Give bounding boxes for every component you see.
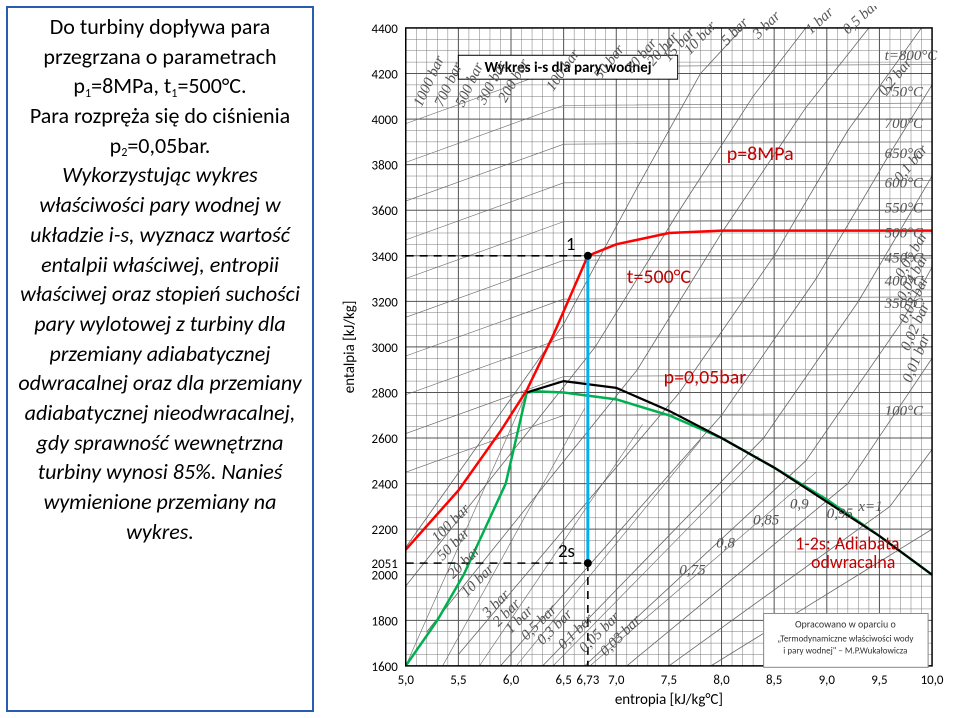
svg-text:3800: 3800 xyxy=(372,159,399,174)
svg-text:8,0: 8,0 xyxy=(713,673,730,688)
svg-text:p=0,05bar: p=0,05bar xyxy=(664,365,747,389)
svg-text:400°C: 400°C xyxy=(885,273,924,289)
svg-text:0,8: 0,8 xyxy=(716,535,735,551)
svg-text:450°C: 450°C xyxy=(885,251,924,267)
svg-text:2s: 2s xyxy=(558,540,575,563)
problem-line3: Wykorzystując wykres właściwości pary wo… xyxy=(18,161,301,544)
svg-text:8,5: 8,5 xyxy=(766,673,782,688)
svg-text:7,5: 7,5 xyxy=(661,673,677,688)
svg-text:9,5: 9,5 xyxy=(871,673,887,688)
svg-text:Opracowano w oparciu o: Opracowano w oparciu o xyxy=(795,618,896,630)
svg-text:6,0: 6,0 xyxy=(503,673,520,688)
p2-value: =0,05bar. xyxy=(127,132,210,159)
svg-text:700°C: 700°C xyxy=(885,116,924,132)
p2-sub: 2 xyxy=(121,145,127,160)
svg-text:2800: 2800 xyxy=(372,386,399,401)
svg-text:350°C: 350°C xyxy=(884,296,924,312)
p1-label: p xyxy=(73,72,85,99)
svg-text:3000: 3000 xyxy=(372,341,399,356)
svg-text:entalpia [kJ/kg]: entalpia [kJ/kg] xyxy=(341,301,359,394)
svg-text:0,95: 0,95 xyxy=(827,506,854,522)
svg-text:6,73: 6,73 xyxy=(576,673,599,688)
svg-text:x=1: x=1 xyxy=(857,499,882,515)
svg-text:1: 1 xyxy=(566,233,576,256)
problem-line1: Do turbiny dopływa para przegrzana o par… xyxy=(43,13,276,70)
chart-panel: 5,0 5,5 6,0 6,5 7,0 7,5 8,0 8,5 9,0 9,5 10,0 1600 18… xyxy=(326,6,954,712)
svg-text:3200: 3200 xyxy=(372,295,399,310)
svg-text:6,5: 6,5 xyxy=(555,673,571,688)
svg-text:650°C: 650°C xyxy=(885,146,924,162)
svg-text:t=500°C: t=500°C xyxy=(627,265,692,289)
svg-text:entropia [kJ/kg°C]: entropia [kJ/kg°C] xyxy=(615,691,723,709)
svg-text:„Termodynamiczne właściwości w: „Termodynamiczne właściwości wody xyxy=(777,633,913,644)
svg-text:0,85: 0,85 xyxy=(753,513,780,529)
svg-text:0,9: 0,9 xyxy=(790,497,809,513)
t1-sub: 1 xyxy=(171,86,177,101)
svg-text:2600: 2600 xyxy=(372,432,399,447)
svg-text:550°C: 550°C xyxy=(885,200,924,216)
svg-text:i pary wodnej" – M.P.Wukałowic: i pary wodnej" – M.P.Wukałowicza xyxy=(783,645,907,656)
svg-text:2200: 2200 xyxy=(372,523,399,538)
svg-text:4000: 4000 xyxy=(372,113,399,128)
svg-text:10,0: 10,0 xyxy=(921,673,944,688)
svg-text:9,0: 9,0 xyxy=(819,673,836,688)
p1-sub: 1 xyxy=(85,86,91,101)
is-diagram: 5,0 5,5 6,0 6,5 7,0 7,5 8,0 8,5 9,0 9,5 10,0 1600 18… xyxy=(326,6,954,710)
svg-text:1600: 1600 xyxy=(372,660,399,675)
svg-text:5,5: 5,5 xyxy=(450,673,466,688)
svg-text:t=800°C: t=800°C xyxy=(885,48,939,64)
svg-text:0,75: 0,75 xyxy=(679,563,706,579)
svg-text:odwracalna: odwracalna xyxy=(811,551,895,573)
svg-text:7,0: 7,0 xyxy=(608,673,625,688)
t1-value: =500°C. xyxy=(177,72,246,99)
svg-text:p=8MPa: p=8MPa xyxy=(727,142,794,166)
problem-text-panel: Do turbiny dopływa para przegrzana o par… xyxy=(6,6,314,712)
svg-text:4400: 4400 xyxy=(372,22,399,37)
svg-text:2051: 2051 xyxy=(372,557,398,572)
svg-text:3600: 3600 xyxy=(372,204,399,219)
svg-text:1800: 1800 xyxy=(372,614,399,629)
svg-text:2400: 2400 xyxy=(372,478,399,493)
svg-text:4200: 4200 xyxy=(372,67,399,82)
svg-text:3400: 3400 xyxy=(372,250,399,265)
svg-text:5,0: 5,0 xyxy=(398,673,415,688)
p1-value: =8MPa, t xyxy=(91,72,171,99)
svg-text:750°C: 750°C xyxy=(885,84,924,100)
svg-text:600°C: 600°C xyxy=(885,175,924,191)
svg-text:100°C: 100°C xyxy=(885,403,924,419)
svg-text:500°C: 500°C xyxy=(885,226,924,242)
